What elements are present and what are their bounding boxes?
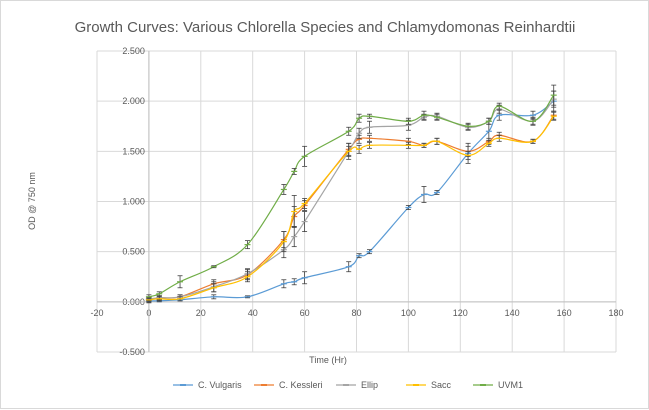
x-tick-label: 140 [505, 308, 520, 318]
series-uvm1 [145, 84, 557, 300]
y-axis-label: OD @ 750 nm [27, 172, 37, 230]
series-sacc [145, 111, 557, 303]
legend-item-sacc: Sacc [406, 380, 452, 390]
y-tick-label: 0.500 [122, 247, 145, 257]
y-tick-label: 2.500 [122, 46, 145, 56]
legend-item-c-vulgaris: C. Vulgaris [173, 380, 242, 390]
x-tick-label: 20 [196, 308, 206, 318]
x-tick-label: 60 [300, 308, 310, 318]
x-tick-label: 180 [608, 308, 623, 318]
legend-label: Sacc [431, 380, 452, 390]
legend-label: Ellip [361, 380, 378, 390]
legend-label: UVM1 [498, 380, 523, 390]
legend-item-ellip: Ellip [336, 380, 378, 390]
legend-item-c-kessleri: C. Kessleri [254, 380, 323, 390]
x-tick-label: 80 [351, 308, 361, 318]
series-c-vulgaris [145, 90, 557, 304]
legend-label: C. Vulgaris [198, 380, 242, 390]
chart-title: Growth Curves: Various Chlorella Species… [75, 19, 576, 36]
x-axis-label: Time (Hr) [309, 355, 347, 365]
x-tick-label: -20 [90, 308, 103, 318]
x-tick-label: 120 [453, 308, 468, 318]
data-series [145, 84, 557, 304]
series-c-kessleri [145, 110, 557, 303]
series-line [148, 115, 555, 301]
x-tick-label: 40 [248, 308, 258, 318]
legend-item-uvm1: UVM1 [473, 380, 523, 390]
y-tick-label: -0.500 [119, 347, 145, 357]
y-tick-label: 1.500 [122, 146, 145, 156]
x-tick-label: 160 [557, 308, 572, 318]
y-tick-label: 1.000 [122, 197, 145, 207]
legend-label: C. Kessleri [279, 380, 323, 390]
legend: C. Vulgaris C. Kessleri Ellip Sacc UVM1 [173, 380, 523, 390]
x-tick-label: 100 [401, 308, 416, 318]
axes: -20020406080100120140160180-0.5000.0000.… [90, 46, 623, 357]
y-tick-label: 2.000 [122, 96, 145, 106]
series-line [148, 114, 555, 301]
